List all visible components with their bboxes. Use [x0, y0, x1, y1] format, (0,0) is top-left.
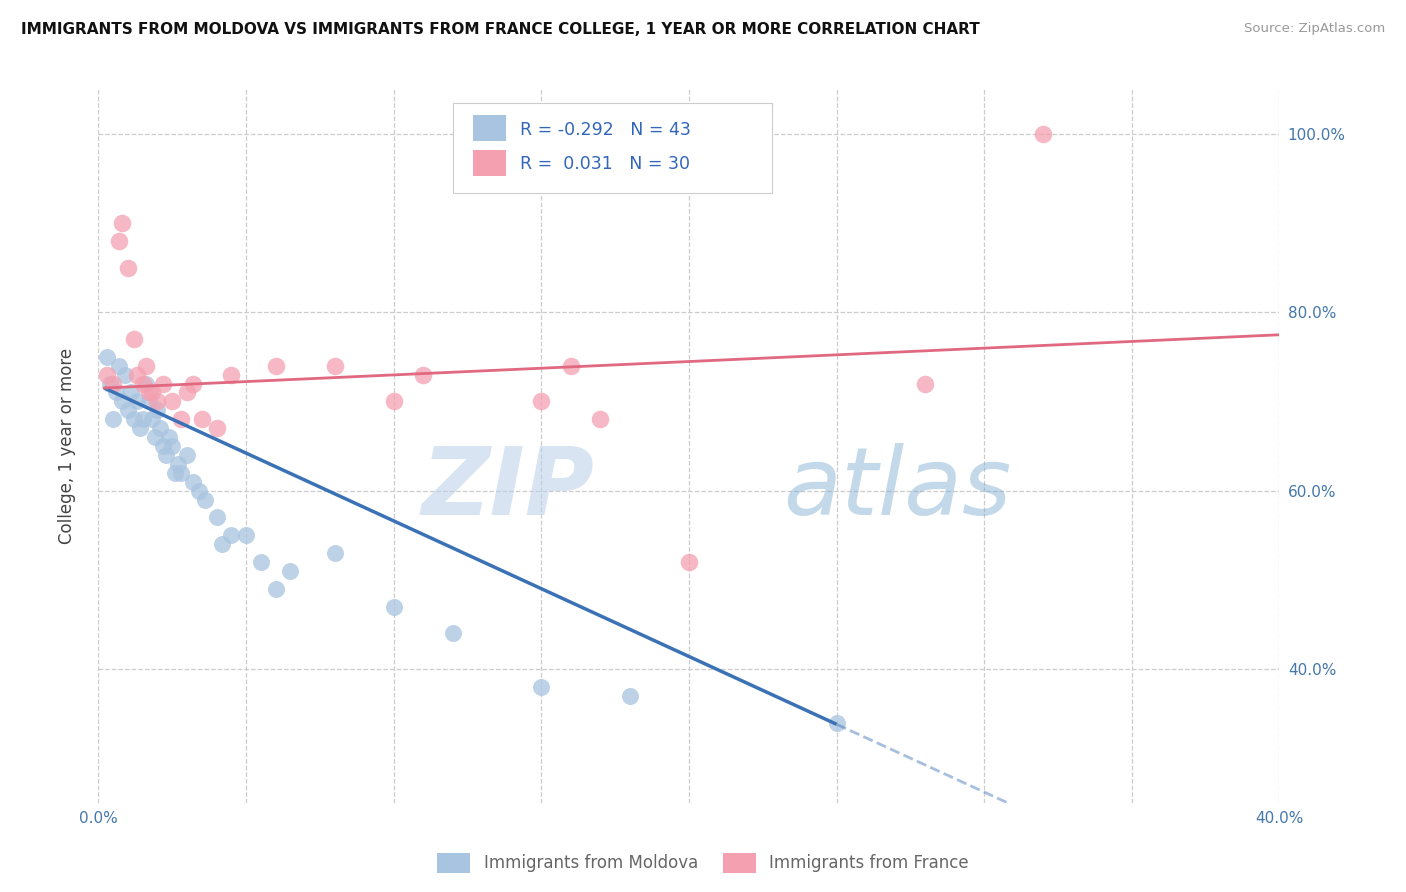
- Point: [105, 385, 128, 400]
- Point: [157, 430, 180, 444]
- Point: [162, 394, 183, 409]
- Point: [143, 430, 166, 444]
- Legend: Immigrants from Moldova, Immigrants from France: Immigrants from Moldova, Immigrants from…: [430, 847, 976, 880]
- Point: [117, 403, 139, 417]
- Text: Source: ZipAtlas.com: Source: ZipAtlas.com: [1244, 22, 1385, 36]
- Point: [165, 466, 187, 480]
- Point: [111, 216, 134, 230]
- Point: [678, 555, 700, 569]
- Point: [114, 368, 136, 382]
- Point: [132, 376, 155, 391]
- Point: [135, 376, 157, 391]
- Point: [589, 412, 612, 426]
- Point: [125, 368, 148, 382]
- Y-axis label: College, 1 year or more: College, 1 year or more: [58, 348, 76, 544]
- Text: ZIP: ZIP: [422, 442, 595, 535]
- Point: [103, 412, 125, 426]
- Point: [103, 376, 125, 391]
- Text: IMMIGRANTS FROM MOLDOVA VS IMMIGRANTS FROM FRANCE COLLEGE, 1 YEAR OR MORE CORREL: IMMIGRANTS FROM MOLDOVA VS IMMIGRANTS FR…: [21, 22, 980, 37]
- Point: [181, 376, 204, 391]
- Point: [205, 510, 228, 524]
- Point: [122, 412, 145, 426]
- Point: [323, 546, 346, 560]
- Point: [211, 537, 233, 551]
- Point: [138, 394, 160, 409]
- Point: [135, 359, 157, 373]
- Point: [122, 332, 145, 346]
- Point: [120, 385, 142, 400]
- Point: [155, 448, 177, 462]
- Point: [117, 260, 139, 275]
- Point: [141, 385, 163, 400]
- Point: [187, 483, 209, 498]
- Point: [149, 421, 172, 435]
- Point: [323, 359, 346, 373]
- Point: [132, 412, 155, 426]
- Point: [264, 582, 287, 596]
- Point: [382, 599, 405, 614]
- Point: [235, 528, 257, 542]
- Point: [441, 626, 464, 640]
- Point: [205, 421, 228, 435]
- Point: [278, 564, 302, 578]
- Point: [914, 376, 936, 391]
- Point: [128, 421, 150, 435]
- Point: [152, 376, 174, 391]
- FancyBboxPatch shape: [453, 103, 772, 193]
- Point: [560, 359, 582, 373]
- FancyBboxPatch shape: [472, 150, 506, 176]
- Point: [167, 457, 190, 471]
- Point: [530, 680, 553, 694]
- Point: [138, 385, 160, 400]
- Text: R = -0.292   N = 43: R = -0.292 N = 43: [520, 121, 690, 139]
- Point: [530, 394, 553, 409]
- Point: [219, 528, 242, 542]
- Point: [108, 234, 131, 248]
- Point: [250, 555, 273, 569]
- Point: [181, 475, 204, 489]
- Point: [170, 412, 193, 426]
- Point: [162, 439, 183, 453]
- Point: [111, 394, 134, 409]
- Text: atlas: atlas: [783, 443, 1012, 534]
- Point: [98, 376, 121, 391]
- Point: [152, 439, 174, 453]
- Point: [96, 368, 118, 382]
- Point: [176, 385, 198, 400]
- Point: [146, 394, 169, 409]
- Point: [96, 350, 118, 364]
- Point: [141, 412, 163, 426]
- Point: [170, 466, 193, 480]
- Point: [1032, 127, 1054, 141]
- Point: [191, 412, 214, 426]
- Point: [264, 359, 287, 373]
- Point: [825, 715, 848, 730]
- Point: [108, 359, 131, 373]
- Text: R =  0.031   N = 30: R = 0.031 N = 30: [520, 155, 690, 173]
- Point: [146, 403, 169, 417]
- Point: [382, 394, 405, 409]
- Point: [194, 492, 217, 507]
- Point: [412, 368, 434, 382]
- Point: [219, 368, 242, 382]
- Point: [619, 689, 641, 703]
- Point: [125, 394, 148, 409]
- Point: [176, 448, 198, 462]
- FancyBboxPatch shape: [472, 115, 506, 141]
